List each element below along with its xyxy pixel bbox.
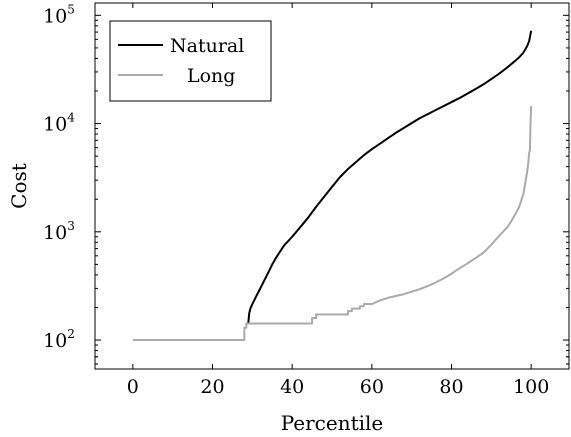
x-tick-label: 40 <box>280 376 304 398</box>
series-line-long <box>132 106 533 342</box>
legend: Natural Long <box>109 20 272 102</box>
y-tick-labels: 102 103 104 105 <box>43 2 75 352</box>
series-line-natural <box>247 30 533 323</box>
x-axis-title: Percentile <box>281 411 384 435</box>
x-tick-labels: 0 20 40 60 80 100 <box>127 376 549 398</box>
y-tick-label: 102 <box>43 327 75 352</box>
y-axis-title: Cost <box>7 163 31 209</box>
x-tick-label: 20 <box>200 376 224 398</box>
x-tick-label: 80 <box>439 376 463 398</box>
legend-label-long: Long <box>187 65 235 87</box>
x-tick-label: 60 <box>360 376 384 398</box>
y-tick-label: 104 <box>43 111 75 136</box>
axis-ticks <box>95 3 569 369</box>
x-tick-label: 100 <box>513 376 549 398</box>
y-tick-label: 103 <box>43 219 75 244</box>
legend-label-natural: Natural <box>170 35 244 57</box>
legend-box <box>109 20 272 102</box>
x-tick-label: 0 <box>127 376 139 398</box>
y-tick-label: 105 <box>43 2 75 27</box>
series-lines <box>132 30 533 342</box>
plot-frame <box>94 2 570 370</box>
